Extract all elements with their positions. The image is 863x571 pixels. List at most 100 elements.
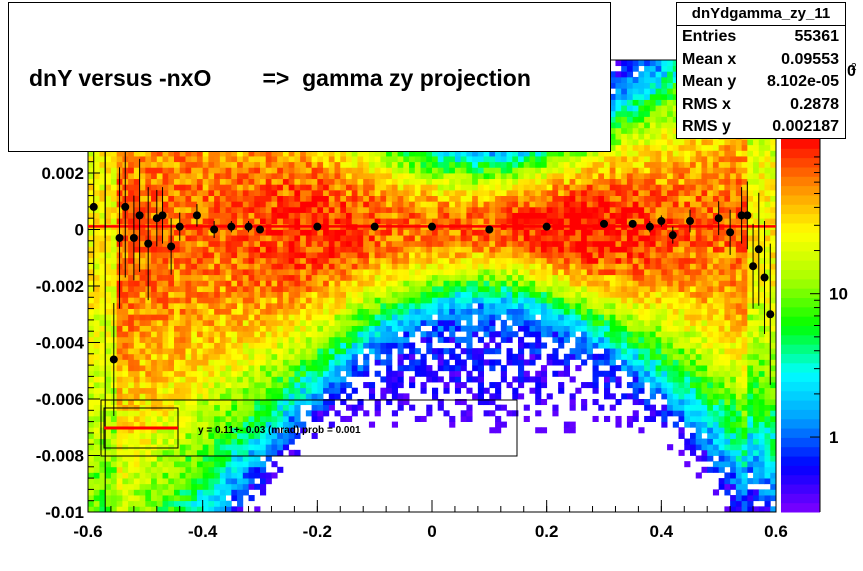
heatmap-cell [374, 269, 381, 276]
heatmap-cell [483, 235, 490, 242]
heatmap-cell [179, 297, 186, 304]
heatmap-cell [305, 269, 312, 276]
heatmap-cell [271, 189, 278, 196]
heatmap-cell [294, 353, 301, 360]
heatmap-cell [271, 229, 278, 236]
heatmap-cell [162, 370, 169, 377]
heatmap-cell [248, 150, 255, 157]
heatmap-cell [208, 297, 215, 304]
heatmap-cell [449, 415, 456, 422]
heatmap-cell [288, 365, 295, 372]
heatmap-cell [242, 348, 249, 355]
heatmap-cell [248, 325, 255, 332]
heatmap-cell [311, 387, 318, 394]
heatmap-cell [105, 274, 112, 281]
heatmap-cell [156, 229, 163, 236]
heatmap-cell [443, 314, 450, 321]
heatmap-cell [93, 348, 100, 355]
heatmap-cell [443, 291, 450, 298]
heatmap-cell [88, 252, 95, 259]
heatmap-cell [317, 382, 324, 389]
heatmap-cell [185, 342, 192, 349]
heatmap-cell [99, 478, 106, 485]
heatmap-cell [466, 286, 473, 293]
heatmap-cell [225, 449, 232, 456]
heatmap-cell [472, 308, 479, 315]
heatmap-cell [271, 319, 278, 326]
heatmap-cell [162, 478, 169, 485]
heatmap-cell [432, 348, 439, 355]
heatmap-cell [409, 331, 416, 338]
heatmap-cell [185, 189, 192, 196]
heatmap-cell [105, 246, 112, 253]
heatmap-cell [277, 331, 284, 338]
heatmap-cell [242, 150, 249, 157]
heatmap-cell [88, 291, 95, 298]
heatmap-cell [317, 280, 324, 287]
heatmap-cell [277, 269, 284, 276]
heatmap-cell [139, 365, 146, 372]
heatmap-cell [202, 365, 209, 372]
heatmap-cell [248, 455, 255, 462]
heatmap-cell [185, 302, 192, 309]
heatmap-cell [500, 178, 507, 185]
heatmap-cell [202, 257, 209, 264]
heatmap-cell [357, 297, 364, 304]
heatmap-cell [368, 229, 376, 236]
heatmap-cell [288, 218, 295, 225]
heatmap-cell [242, 252, 249, 259]
heatmap-cell [162, 269, 169, 276]
heatmap-cell [420, 415, 427, 422]
heatmap-cell [277, 393, 284, 400]
heatmap-cell [231, 257, 238, 264]
heatmap-cell [449, 331, 456, 338]
heatmap-cell [99, 387, 106, 394]
heatmap-cell [397, 206, 404, 213]
heatmap-cell [265, 444, 272, 451]
heatmap-cell [437, 353, 444, 360]
heatmap-cell [483, 156, 490, 163]
heatmap-cell [99, 348, 106, 355]
heatmap-cell [420, 387, 427, 394]
heatmap-cell [122, 297, 129, 304]
heatmap-cell [300, 376, 307, 383]
heatmap-cell [351, 218, 358, 225]
heatmap-cell [265, 438, 272, 445]
heatmap-cell [437, 212, 444, 219]
heatmap-cell [179, 427, 186, 434]
heatmap-cell [93, 393, 100, 400]
heatmap-cell [231, 466, 238, 473]
heatmap-cell [414, 274, 421, 281]
heatmap-cell [374, 252, 381, 259]
heatmap-cell [277, 319, 284, 326]
heatmap-cell [122, 421, 129, 428]
heatmap-cell [300, 150, 307, 157]
heatmap-cell [449, 336, 456, 343]
heatmap-cell [489, 257, 496, 264]
heatmap-cell [196, 404, 204, 411]
heatmap-cell [265, 291, 272, 298]
heatmap-cell [282, 415, 290, 422]
heatmap-cell [437, 257, 444, 264]
heatmap-cell [174, 229, 181, 236]
heatmap-cell [460, 195, 467, 202]
heatmap-cell [391, 421, 398, 428]
heatmap-cell [489, 331, 496, 338]
heatmap-cell [500, 325, 507, 332]
heatmap-cell [88, 466, 95, 473]
heatmap-cell [242, 257, 249, 264]
heatmap-cell [512, 161, 519, 168]
heatmap-cell [454, 212, 462, 219]
heatmap-cell [225, 229, 232, 236]
heatmap-cell [88, 449, 95, 456]
heatmap-cell [231, 342, 238, 349]
heatmap-cell [179, 393, 186, 400]
heatmap-cell [466, 348, 473, 355]
heatmap-cell [208, 393, 215, 400]
heatmap-cell [214, 421, 221, 428]
heatmap-cell [271, 274, 278, 281]
heatmap-cell [202, 376, 209, 383]
heatmap-cell [437, 218, 444, 225]
heatmap-cell [208, 319, 215, 326]
heatmap-cell [237, 348, 244, 355]
